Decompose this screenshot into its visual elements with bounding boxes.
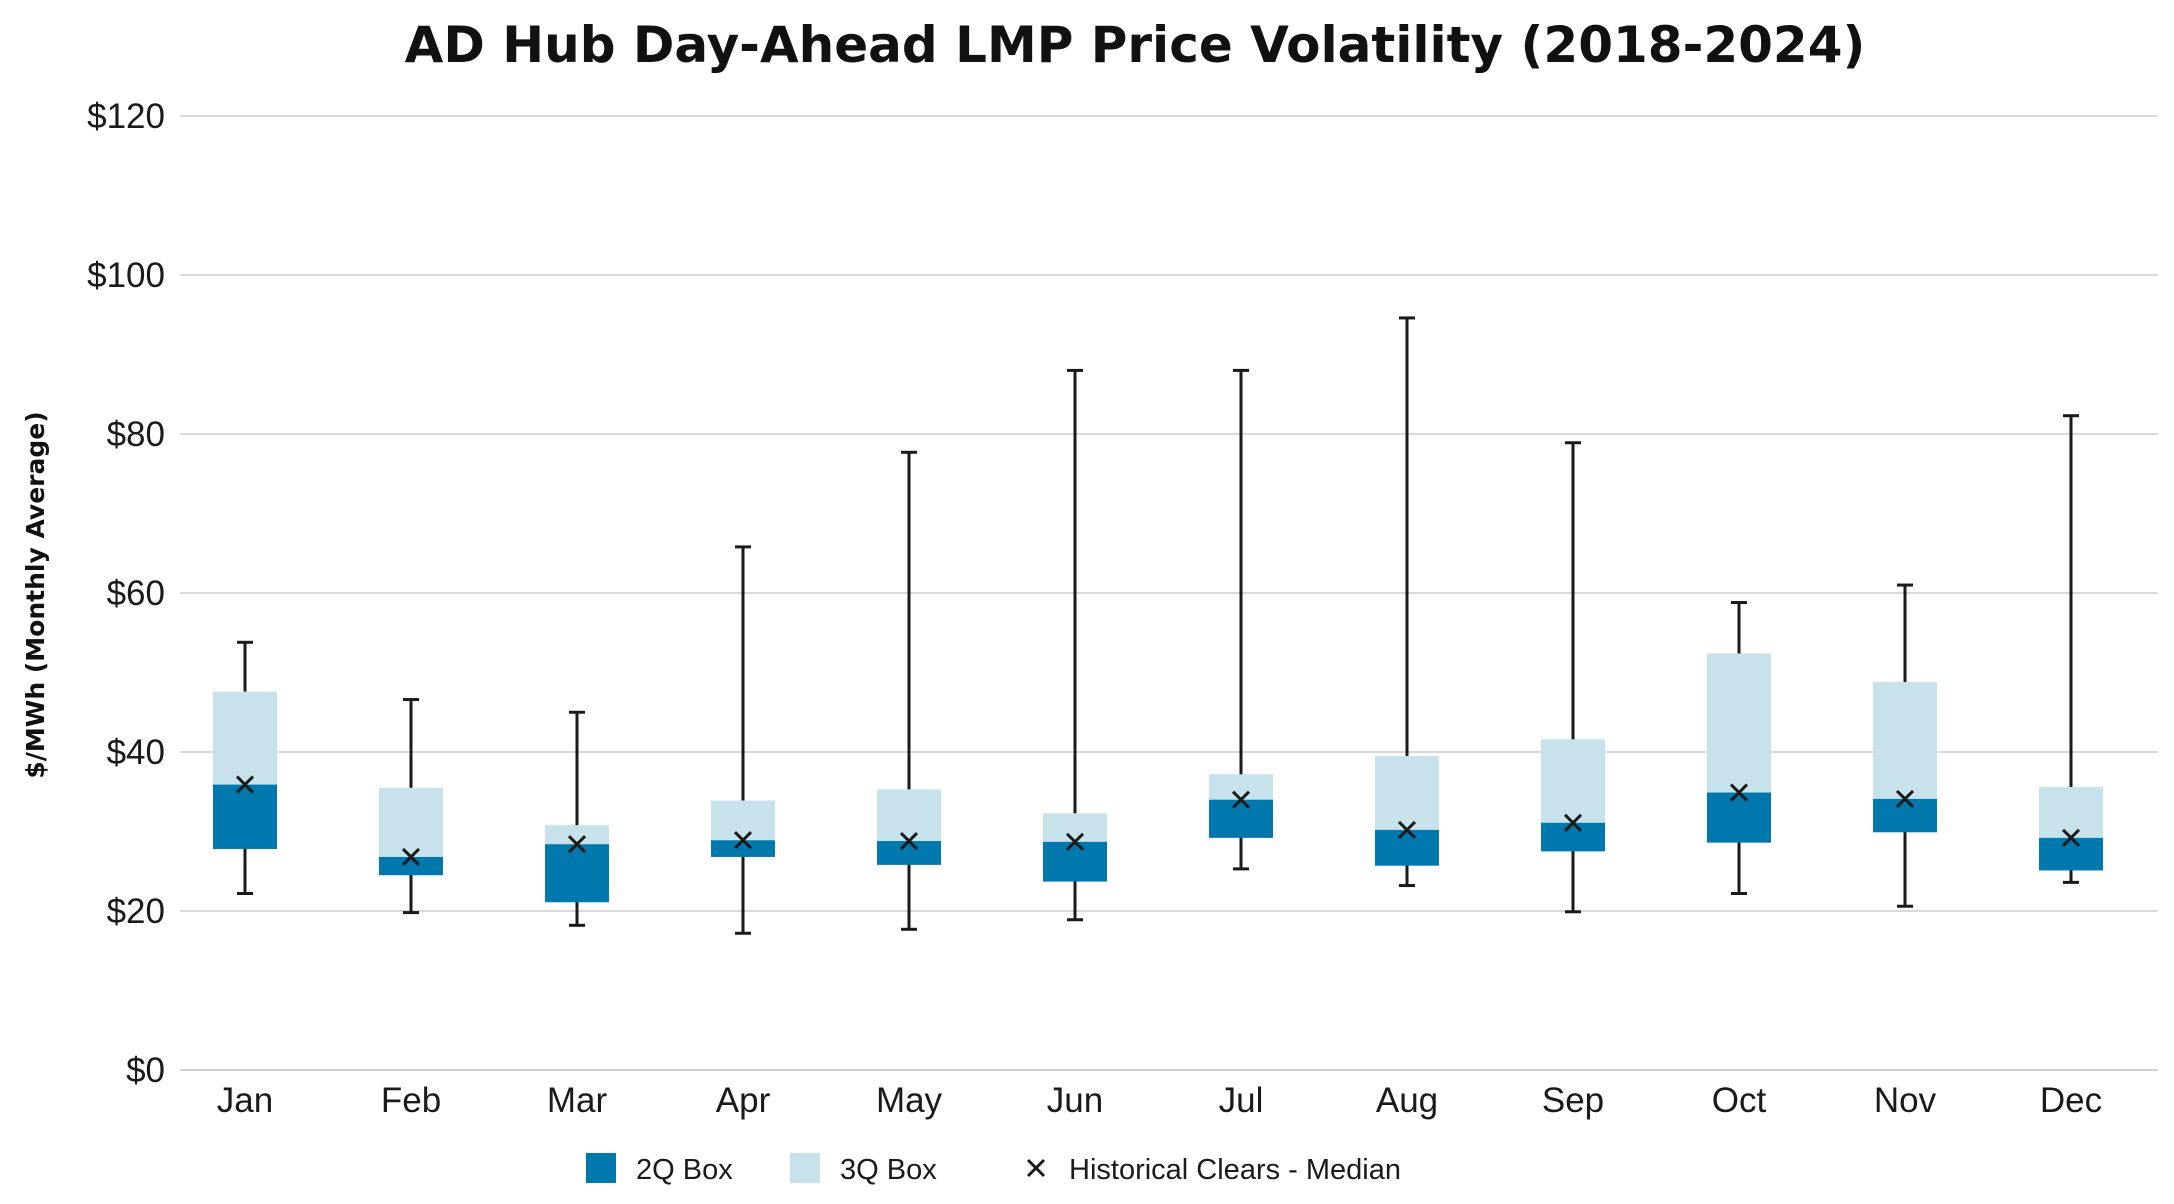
x-tick-label: Jun (1047, 1081, 1103, 1120)
median-marker (235, 775, 255, 794)
box-3q (545, 825, 609, 845)
box-sep (1541, 441, 1605, 914)
box-2q (545, 844, 609, 903)
y-tick-label: $20 (107, 892, 165, 931)
box-3q (213, 691, 277, 785)
box-aug (1375, 316, 1439, 888)
box-2q (711, 840, 775, 857)
x-tick-label: May (876, 1081, 943, 1120)
box-3q (1707, 653, 1771, 793)
median-marker (1397, 820, 1417, 839)
y-tick-label: $80 (107, 415, 165, 454)
box-feb (379, 698, 443, 915)
x-tick-label: Jan (217, 1081, 273, 1120)
box-2q (1541, 822, 1605, 852)
y-tick-label: $0 (126, 1051, 165, 1090)
legend-swatch (586, 1153, 616, 1183)
x-tick-label: Apr (716, 1081, 771, 1120)
box-3q (1873, 682, 1937, 799)
box-3q (1541, 739, 1605, 823)
legend-item: Historical Clears - Median (1026, 1154, 1401, 1186)
x-tick-label: Nov (1874, 1081, 1937, 1120)
box-may (877, 450, 941, 931)
box-2q (379, 856, 443, 876)
x-tick-label: Feb (381, 1081, 441, 1120)
gridlines (180, 115, 2158, 1071)
box-3q (1375, 755, 1439, 830)
x-tick-label: Mar (547, 1081, 608, 1120)
median-marker (1231, 790, 1251, 809)
box-2q (1873, 798, 1937, 833)
median-marker (899, 831, 919, 851)
box-nov (1873, 583, 1937, 908)
median-marker (1065, 832, 1085, 851)
legend: 2Q Box 3Q Box Historical Clears - Median (586, 1153, 1401, 1186)
box-2q (1707, 792, 1771, 843)
chart-title: AD Hub Day-Ahead LMP Price Volatility (2… (405, 16, 1866, 74)
y-axis-label: $/MWh (Monthly Average) (21, 411, 50, 778)
box-2q (1209, 799, 1273, 838)
y-tick-label: $100 (87, 256, 165, 295)
median-marker (567, 835, 587, 854)
box-2q (213, 784, 277, 849)
median-marker (2061, 828, 2081, 847)
x-icon (1026, 1158, 1046, 1178)
box-jan (213, 640, 277, 896)
box-2q (2039, 837, 2103, 871)
y-tick-label: $120 (87, 97, 165, 136)
x-tick-label: Oct (1712, 1081, 1767, 1120)
legend-swatch (790, 1153, 820, 1183)
legend-label: Historical Clears - Median (1069, 1154, 1401, 1186)
box-3q (379, 787, 443, 857)
box-2q (877, 841, 941, 865)
y-tick-label: $40 (107, 733, 165, 772)
x-tick-label: Jul (1219, 1081, 1264, 1120)
box-3q (877, 789, 941, 842)
box-mar (545, 710, 609, 927)
box-oct (1707, 601, 1771, 896)
box-3q (2039, 786, 2103, 838)
box-apr (711, 545, 775, 935)
box-3q (1043, 813, 1107, 842)
x-axis-ticks: Jan Feb Mar Apr May Jun Jul Aug Sep Oct Nov Dec (217, 1081, 2102, 1120)
median-marker (1563, 813, 1583, 832)
box-3q (711, 800, 775, 841)
legend-item: 3Q Box (790, 1153, 937, 1186)
box-jun (1043, 368, 1107, 922)
x-tick-label: Aug (1376, 1081, 1438, 1120)
box-2q (1043, 841, 1107, 882)
median-marker (401, 847, 421, 867)
legend-label: 3Q Box (840, 1154, 937, 1186)
box-2q (1375, 829, 1439, 866)
y-axis-ticks: $0 $20 $40 $60 $80 $100 $120 (87, 97, 165, 1090)
legend-item: 2Q Box (586, 1153, 733, 1186)
y-tick-label: $60 (107, 574, 165, 613)
box-jul (1209, 368, 1273, 871)
median-marker (1895, 789, 1915, 808)
box-3q (1209, 774, 1273, 800)
boxes (213, 316, 2103, 935)
legend-label: 2Q Box (636, 1154, 733, 1186)
x-tick-label: Dec (2040, 1081, 2102, 1120)
box-dec (2039, 414, 2103, 884)
median-marker (1729, 783, 1749, 802)
x-tick-label: Sep (1542, 1081, 1604, 1120)
median-marker (733, 831, 753, 850)
